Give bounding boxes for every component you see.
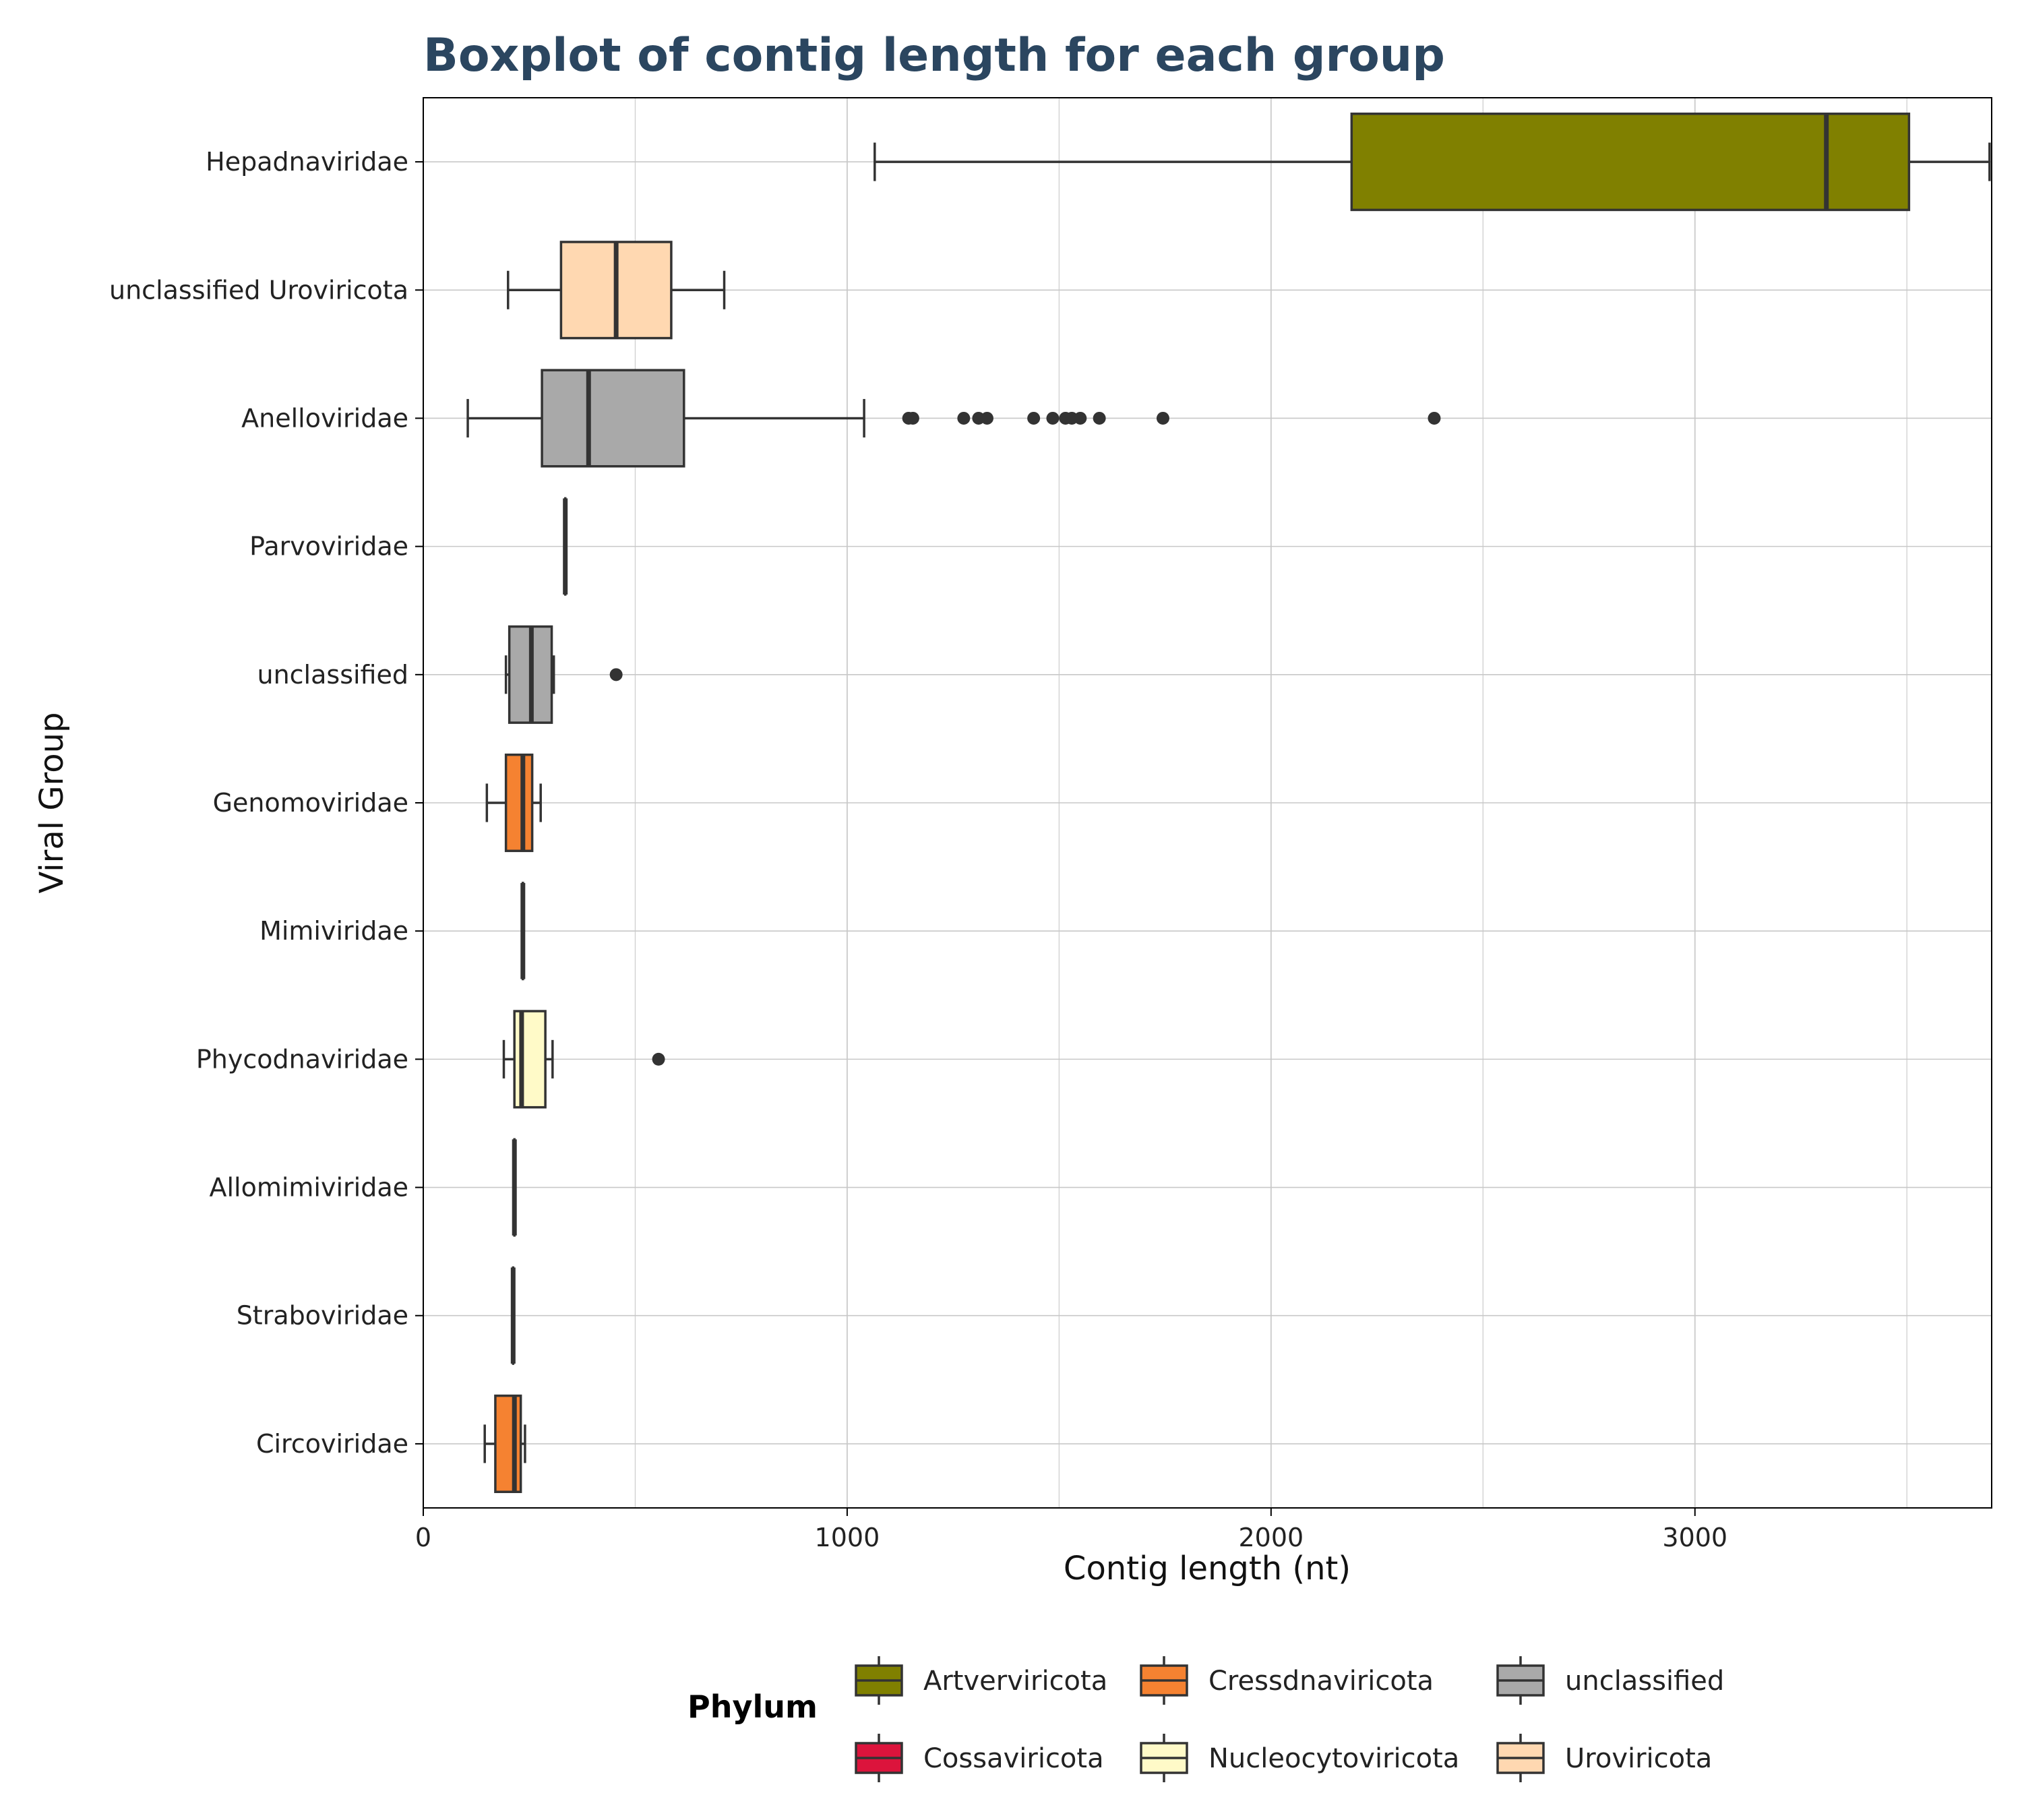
box-group: [507, 241, 726, 340]
x-axis-label: Contig length (nt): [1064, 1550, 1351, 1587]
y-tick-label: Parvoviridae: [249, 532, 408, 562]
legend: Phylum Artverviricota Cossaviricota Cressd…: [687, 1656, 1724, 1782]
legend-label: Uroviricota: [1565, 1743, 1712, 1774]
legend-item: Artverviricota: [855, 1656, 1107, 1705]
legend-label: unclassified: [1565, 1666, 1724, 1697]
outlier-point: [1027, 411, 1041, 425]
y-tick-label: unclassified Uroviricota: [109, 275, 408, 305]
box-group: [483, 1394, 526, 1493]
legend-item: Cressdnaviricota: [1140, 1656, 1434, 1705]
box: [1350, 113, 1911, 212]
legend-title: Phylum: [687, 1689, 818, 1725]
outlier-point: [609, 668, 623, 681]
box: [504, 753, 534, 853]
legend-item: Cossaviricota: [855, 1734, 1104, 1782]
box-group: [466, 369, 1441, 468]
legend-label: Artverviricota: [923, 1666, 1107, 1697]
x-tick-label: 2000: [1238, 1523, 1304, 1552]
outlier-point: [906, 411, 919, 425]
x-axis-ticks: 0 1000 2000 3000: [415, 1508, 1727, 1552]
y-tick-label: Anelloviridae: [241, 403, 408, 433]
outlier-point: [957, 411, 971, 425]
box: [541, 369, 685, 468]
y-tick-label: Hepadnaviridae: [206, 147, 408, 177]
box-group: [874, 113, 1991, 212]
legend-item: Uroviricota: [1496, 1734, 1712, 1782]
legend-label: Nucleocytoviricota: [1208, 1743, 1459, 1774]
y-tick-label: Circoviridae: [256, 1429, 408, 1459]
y-axis-label: Viral Group: [33, 712, 71, 894]
y-tick-label: unclassified: [257, 660, 409, 690]
legend-items: Artverviricota Cossaviricota Cressdnaviric…: [855, 1656, 1724, 1782]
legend-label: Cressdnaviricota: [1208, 1666, 1434, 1697]
y-tick-label: Phycodnaviridae: [196, 1044, 408, 1074]
box-group: [502, 1010, 665, 1109]
box-group: [485, 753, 542, 853]
outlier-point: [1074, 411, 1087, 425]
box-group: [504, 625, 623, 724]
x-tick-label: 3000: [1662, 1523, 1727, 1552]
outlier-point: [1156, 411, 1169, 425]
box-layer: [466, 113, 1991, 1493]
box: [494, 1394, 522, 1493]
y-tick-label: Genomoviridae: [213, 788, 408, 818]
legend-item: Nucleocytoviricota: [1140, 1734, 1459, 1782]
y-tick-label: Straboviridae: [237, 1301, 408, 1331]
outlier-point: [1093, 411, 1106, 425]
y-tick-label: Mimiviridae: [259, 916, 408, 946]
y-tick-label: Allomimiviridae: [209, 1173, 408, 1203]
y-axis-ticks: Hepadnaviridae unclassified Uroviricota An…: [109, 147, 423, 1459]
legend-label: Cossaviricota: [923, 1743, 1104, 1774]
box: [513, 1010, 547, 1109]
outlier-point: [1046, 411, 1060, 425]
legend-item: unclassified: [1496, 1656, 1724, 1705]
x-tick-label: 1000: [815, 1523, 880, 1552]
outlier-point: [1428, 411, 1441, 425]
x-tick-label: 0: [415, 1523, 431, 1552]
outlier-point: [652, 1052, 665, 1066]
chart-title: Boxplot of contig length for each group: [423, 29, 1445, 82]
outlier-point: [980, 411, 993, 425]
